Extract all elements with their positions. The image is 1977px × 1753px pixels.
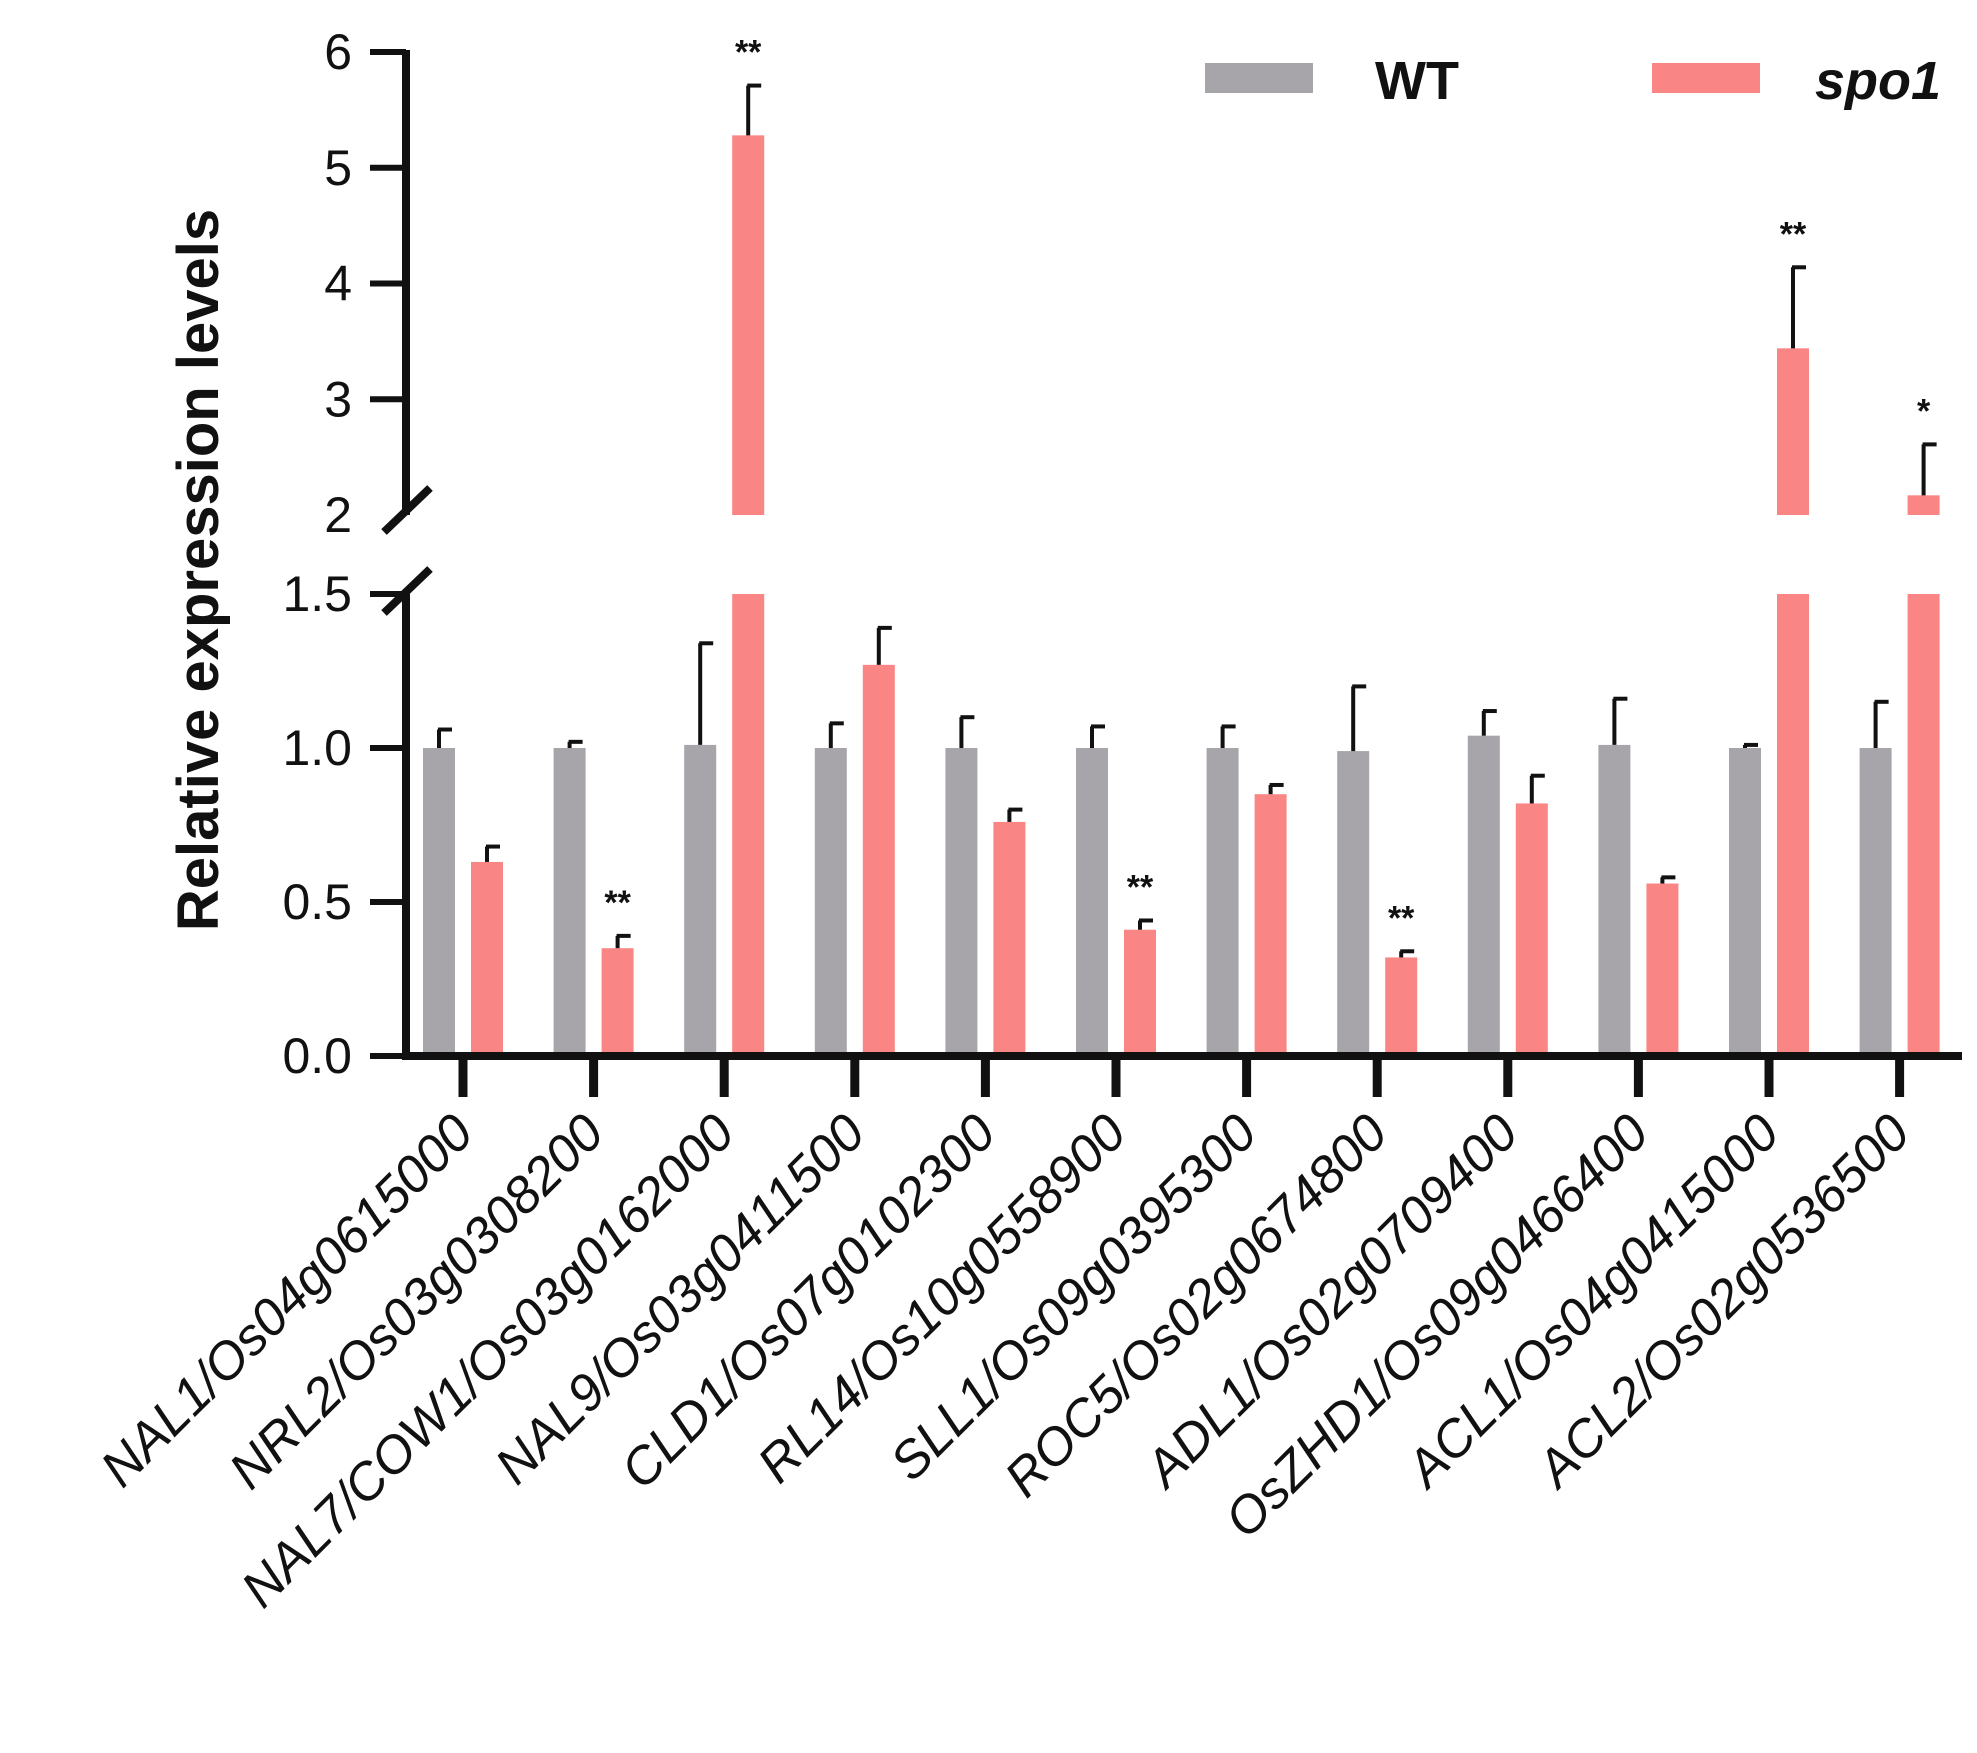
y-tick-label-1.5: 1.5 xyxy=(282,566,352,622)
legend-swatch-wt xyxy=(1205,63,1313,93)
significance-label-11: ** xyxy=(1780,215,1807,253)
bar-wt-5 xyxy=(945,748,978,1056)
bar-wt-2 xyxy=(553,748,586,1056)
y-tick-label-5: 5 xyxy=(324,140,352,196)
bar-spo1-10 xyxy=(1646,883,1679,1056)
y-tick-label-6: 6 xyxy=(324,24,352,80)
bar-spo1-12-lower xyxy=(1907,594,1940,1056)
bar-wt-11 xyxy=(1729,748,1761,1056)
y-axis-label: Relative expression levels xyxy=(166,209,231,931)
bar-wt-6 xyxy=(1076,748,1108,1056)
bar-wt-7 xyxy=(1206,748,1239,1056)
bar-wt-10 xyxy=(1598,744,1631,1056)
y-tick-label-1.0: 1.0 xyxy=(282,720,352,776)
significance-label-3: ** xyxy=(735,34,762,72)
bar-wt-12 xyxy=(1859,748,1892,1056)
bar-spo1-7 xyxy=(1254,794,1287,1056)
error-bars-layer xyxy=(437,83,1937,958)
bar-wt-9 xyxy=(1467,735,1500,1056)
bar-spo1-6 xyxy=(1124,929,1156,1056)
bars-layer xyxy=(423,135,1940,1056)
significance-label-6: ** xyxy=(1127,868,1154,906)
legend-swatch-spo1 xyxy=(1652,63,1760,93)
x-tick-labels: NAL1/Os04g0615000NRL2/Os03g0308200NAL7/C… xyxy=(90,1103,1921,1618)
x-tick-label-3: NAL7/COW1/Os03g0162000 xyxy=(230,1103,745,1618)
y-tick-label-3: 3 xyxy=(324,371,352,427)
bar-spo1-3-lower xyxy=(732,594,765,1056)
bar-spo1-5 xyxy=(993,821,1026,1056)
legend-label-wt: WT xyxy=(1375,51,1459,111)
bar-spo1-8 xyxy=(1385,957,1418,1056)
bar-spo1-11-upper xyxy=(1777,348,1809,515)
bar-spo1-1 xyxy=(471,861,503,1056)
significance-label-8: ** xyxy=(1388,899,1415,937)
y-tick-label-2: 2 xyxy=(324,487,352,543)
bar-spo1-4 xyxy=(862,664,895,1056)
bar-wt-8 xyxy=(1337,751,1370,1056)
bar-spo1-9 xyxy=(1515,803,1548,1056)
y-tick-label-0.0: 0.0 xyxy=(282,1028,352,1084)
bar-spo1-11-lower xyxy=(1777,594,1809,1056)
significance-layer: *********** xyxy=(604,34,1931,938)
bar-wt-4 xyxy=(814,748,847,1056)
bar-spo1-3-upper xyxy=(732,135,765,515)
bar-wt-3 xyxy=(684,744,717,1056)
bar-spo1-12-upper xyxy=(1907,495,1940,515)
legend: WT spo1 xyxy=(1205,51,1941,111)
axes-layer: 0.0 0.5 1.0 1.5 2 3 4 5 6 xyxy=(282,24,1962,1097)
legend-label-spo1: spo1 xyxy=(1815,51,1941,111)
bar-spo1-2 xyxy=(601,948,634,1056)
axis-break-mark-lower xyxy=(381,566,433,616)
significance-label-2: ** xyxy=(604,884,631,922)
significance-label-12: * xyxy=(1917,392,1931,430)
y-tick-label-0.5: 0.5 xyxy=(282,874,352,930)
axis-break-mark-upper xyxy=(381,485,433,535)
y-tick-label-4: 4 xyxy=(324,256,352,312)
bar-wt-1 xyxy=(423,748,455,1056)
